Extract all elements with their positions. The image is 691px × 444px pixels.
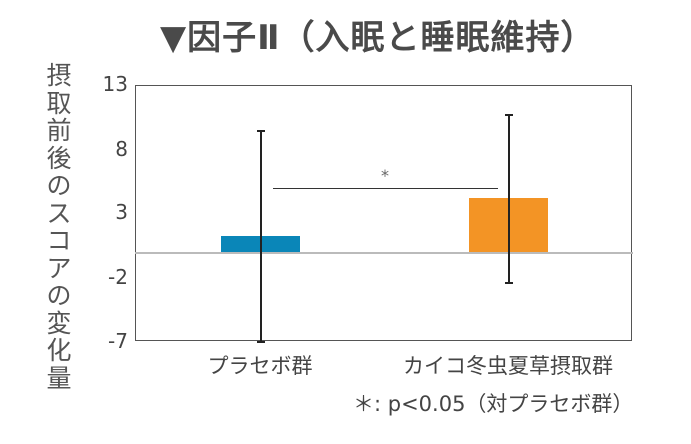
error-bar-placebo xyxy=(260,131,262,342)
y-tick-neg7: -7 xyxy=(108,329,128,353)
y-axis-label-char: 量 xyxy=(46,363,72,393)
plot-area xyxy=(135,85,632,341)
error-cap-top-cordyceps xyxy=(505,114,513,116)
error-bar-cordyceps xyxy=(508,115,510,282)
y-axis-label-char: の xyxy=(46,171,72,200)
significance-line xyxy=(273,188,498,189)
y-axis-label-char: ス xyxy=(46,198,72,228)
y-axis-label-char: 変 xyxy=(46,308,72,338)
significance-marker: * xyxy=(381,166,389,185)
y-tick-13: 13 xyxy=(102,72,128,96)
y-axis-label: 摂 取 前 後 の ス コ ア の 変 化 量 xyxy=(42,62,76,392)
y-axis-label-char: 前 xyxy=(46,116,72,145)
error-cap-top-placebo xyxy=(257,130,265,132)
zero-line xyxy=(135,252,633,254)
y-axis-label-char: 摂 xyxy=(46,61,72,90)
chart-title: ▼因子Ⅱ（入眠と睡眠維持） xyxy=(160,18,596,58)
x-label-placebo: プラセボ群 xyxy=(207,354,313,378)
error-cap-bottom-cordyceps xyxy=(505,282,513,284)
y-axis-label-char: コ xyxy=(46,226,72,255)
y-axis-label-char: 取 xyxy=(46,88,72,118)
y-axis-label-char: 化 xyxy=(46,336,72,365)
error-cap-bottom-placebo xyxy=(257,341,265,343)
footnote: ＊: p<0.05（対プラセボ群） xyxy=(353,392,634,416)
y-tick-8: 8 xyxy=(115,137,128,161)
y-tick-neg2: -2 xyxy=(108,265,128,289)
y-tick-3: 3 xyxy=(115,200,128,224)
y-axis-label-char: の xyxy=(46,281,72,310)
y-axis-label-char: 後 xyxy=(46,143,72,173)
y-axis-label-char: ア xyxy=(46,253,72,283)
x-label-cordyceps: カイコ冬虫夏草摂取群 xyxy=(403,354,613,378)
